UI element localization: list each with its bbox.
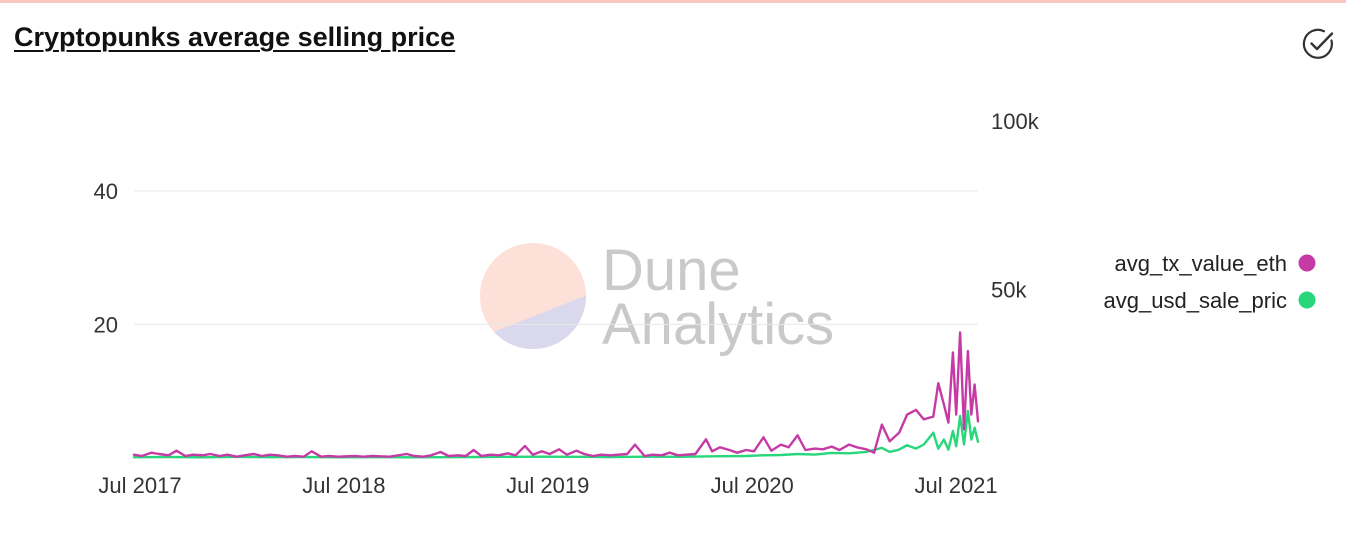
x-tick-label: Jul 2020	[711, 473, 794, 498]
legend-label: avg_tx_value_eth	[1115, 251, 1287, 276]
legend: avg_tx_value_eth avg_usd_sale_pric	[1104, 251, 1316, 313]
check-circle-icon[interactable]	[1300, 26, 1336, 62]
x-tick-label: Jul 2019	[506, 473, 589, 498]
x-tick-label: Jul 2017	[98, 473, 181, 498]
top-accent-bar	[0, 0, 1346, 3]
y-left-tick-label: 20	[94, 312, 118, 337]
y-right-tick-label: 50k	[991, 277, 1027, 302]
y-right-tick-label: 100k	[991, 109, 1040, 134]
legend-label: avg_usd_sale_pric	[1104, 288, 1287, 313]
series-line-avg-tx-value-eth	[132, 331, 980, 458]
watermark-logo-bottom	[480, 294, 586, 349]
chart-title-link[interactable]: Cryptopunks average selling price	[14, 22, 456, 52]
y-left-tick-label: 40	[94, 179, 118, 204]
watermark: Dune Analytics	[480, 238, 834, 357]
x-tick-label: Jul 2021	[914, 473, 997, 498]
legend-marker	[1298, 291, 1316, 309]
x-tick-label: Jul 2018	[302, 473, 385, 498]
legend-marker	[1298, 254, 1316, 272]
watermark-text-line1: Dune	[602, 238, 741, 303]
